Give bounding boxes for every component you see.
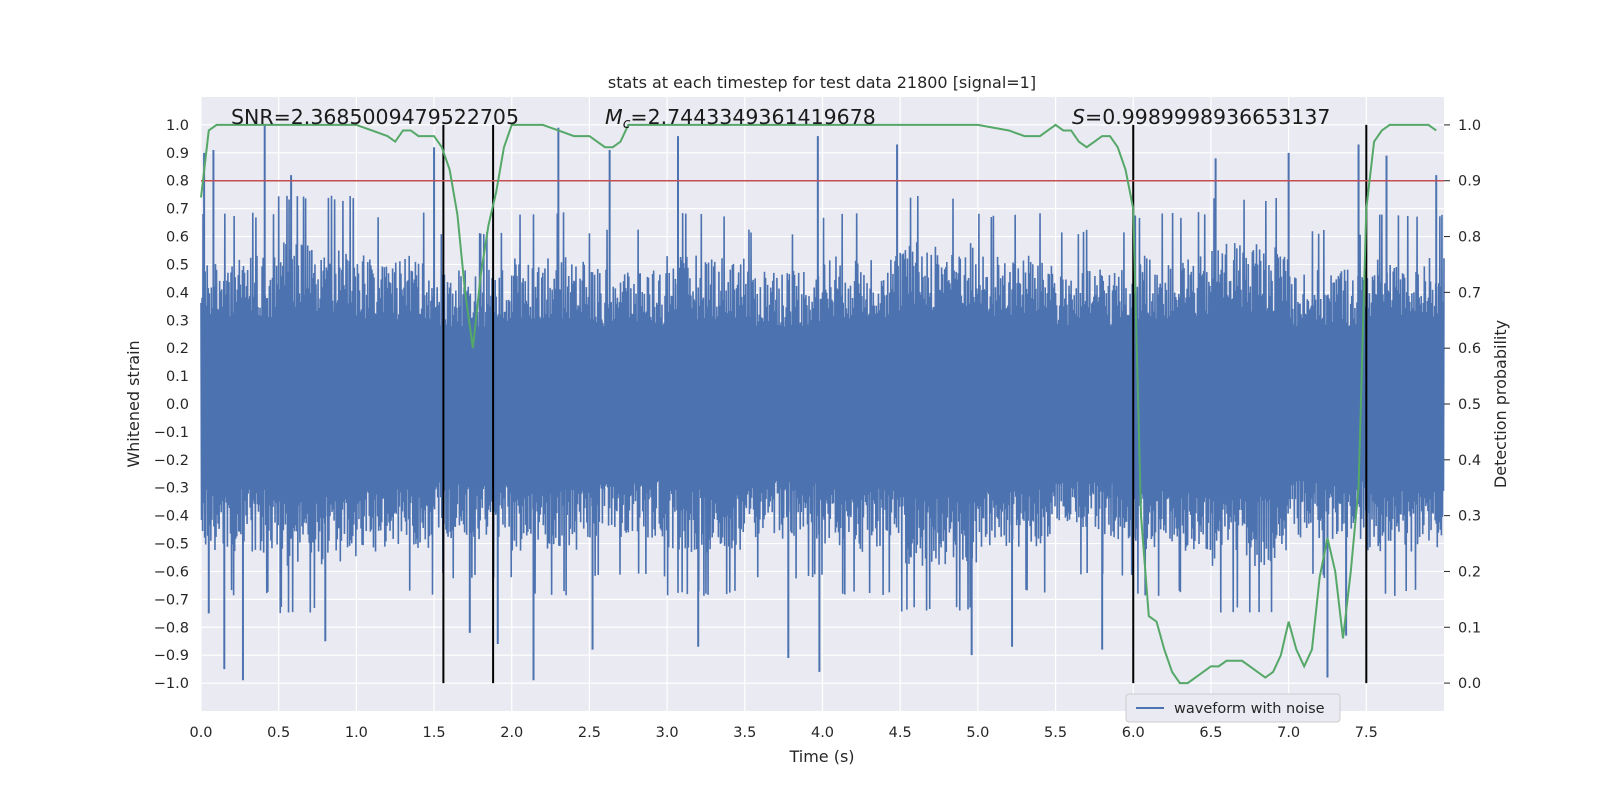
y-left-tick-label: −1.0 [154, 676, 189, 692]
chart-title: stats at each timestep for test data 218… [608, 73, 1036, 92]
y-right-axis-label: Detection probability [1491, 320, 1510, 488]
x-tick-labels: 0.0 0.5 1.0 1.5 2.0 2.5 3.0 3.5 4.0 4.5 5.0 5.5 6.0 6… [189, 725, 1377, 741]
x-tick-label: 2.5 [578, 725, 601, 741]
y-left-tick-label: 0.9 [166, 146, 189, 162]
legend: waveform with noise [1125, 693, 1341, 723]
y-right-tick-labels: 1.0 0.9 0.8 0.7 0.6 0.5 0.4 0.3 0.2 0.1 0.0 [1444, 118, 1481, 692]
y-left-tick-label: −0.9 [154, 648, 189, 664]
x-axis-label: Time (s) [788, 747, 854, 766]
x-tick-label: 3.0 [656, 725, 679, 741]
y-left-tick-label: 0.8 [166, 174, 189, 190]
x-tick-label: 7.5 [1355, 725, 1378, 741]
y-left-tick-label: 0.5 [166, 257, 189, 273]
y-left-tick-label: 0.0 [166, 397, 189, 413]
s-annotation: S=0.9989998936653137 [1072, 105, 1330, 129]
x-tick-label: 0.5 [267, 725, 290, 741]
y-left-tick-label: 0.6 [166, 230, 189, 246]
snr-annotation: SNR=2.3685009479522705 [231, 105, 519, 129]
y-right-tick-label: 0.3 [1458, 509, 1481, 525]
x-tick-label: 1.5 [423, 725, 446, 741]
y-left-tick-label: 0.7 [166, 202, 189, 218]
x-tick-label: 6.0 [1122, 725, 1145, 741]
y-right-tick-label: 0.8 [1458, 230, 1481, 246]
waveform-series [200, 124, 1445, 681]
y-right-tick-label: 0.1 [1458, 620, 1481, 636]
y-left-tick-label: −0.8 [154, 620, 189, 636]
mc-annotation: Mc=2.7443349361419678 [605, 105, 876, 132]
y-right-tick-label: 0.2 [1458, 564, 1481, 580]
y-right-tick-label: 0.4 [1458, 453, 1481, 469]
y-left-tick-label: −0.5 [154, 537, 189, 553]
y-left-tick-label: −0.3 [154, 481, 189, 497]
y-left-tick-label: 0.1 [166, 369, 189, 385]
x-tick-label: 5.0 [966, 725, 989, 741]
x-tick-label: 3.5 [733, 725, 756, 741]
waveform-line [200, 195, 1445, 614]
y-right-tick-label: 0.9 [1458, 174, 1481, 190]
x-tick-label: 2.0 [500, 725, 523, 741]
y-left-tick-label: −0.6 [154, 564, 189, 580]
x-tick-label: 0.0 [189, 725, 212, 741]
x-tick-label: 6.5 [1199, 725, 1222, 741]
y-right-tick-label: 0.6 [1458, 341, 1481, 357]
probability-line [200, 123, 1437, 685]
y-left-tick-label: 0.3 [166, 313, 189, 329]
legend-label: waveform with noise [1174, 701, 1325, 717]
y-left-tick-label: 0.4 [166, 285, 189, 301]
y-left-tick-label: −0.2 [154, 453, 189, 469]
y-right-tick-label: 0.7 [1458, 285, 1481, 301]
y-left-tick-label: 1.0 [166, 118, 189, 134]
x-tick-label: 1.0 [345, 725, 368, 741]
y-left-tick-labels: 1.0 0.9 0.8 0.7 0.6 0.5 0.4 0.3 0.2 0.1 0.0 −0.1 −0.… [154, 118, 189, 692]
x-tick-label: 5.5 [1044, 725, 1067, 741]
x-tick-label: 4.5 [889, 725, 912, 741]
y-right-tick-label: 1.0 [1458, 118, 1481, 134]
y-right-tick-label: 0.0 [1458, 676, 1481, 692]
probability-series [200, 123, 1437, 685]
y-left-tick-label: 0.2 [166, 341, 189, 357]
legend-box [1125, 693, 1341, 723]
y-left-axis-label: Whitened strain [124, 340, 143, 467]
y-left-tick-label: −0.1 [154, 425, 189, 441]
y-right-tick-label: 0.5 [1458, 397, 1481, 413]
y-left-tick-label: −0.7 [154, 592, 189, 608]
x-tick-label: 4.0 [811, 725, 834, 741]
y-left-tick-label: −0.4 [154, 509, 189, 525]
x-tick-label: 7.0 [1277, 725, 1300, 741]
